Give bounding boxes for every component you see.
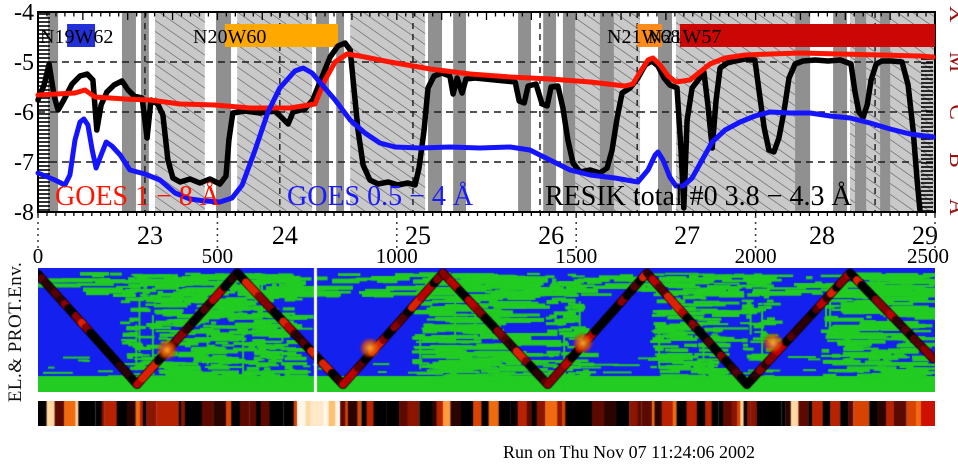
activity-colorbar — [38, 401, 935, 426]
flux-series — [35, 50, 936, 111]
day-tick-label: 26 — [538, 221, 564, 250]
y-tick-label: -4 — [14, 0, 34, 26]
day-tick-label: 27 — [674, 221, 700, 250]
electron-proton-env-spectrogram — [38, 268, 935, 392]
legend-label: GOES 1 − 8 Å — [55, 181, 221, 212]
legend-label: GOES 0.5 − 4 Å — [287, 181, 474, 212]
footer: Run on Thu Nov 07 11:24:06 2002 — [0, 442, 958, 463]
goes-class-label: M — [945, 52, 958, 72]
index-tick-label: 1000 — [376, 244, 418, 266]
y-tick-label: -8 — [14, 200, 34, 226]
flux-series — [35, 40, 923, 213]
goes-class-label: C — [945, 104, 958, 119]
day-tick-label: 24 — [272, 221, 298, 250]
observation-band-solid — [880, 12, 891, 212]
active-region-bar — [224, 24, 338, 47]
active-region-bar — [679, 24, 935, 47]
day-tick-label: 23 — [137, 221, 163, 250]
active-region-bar — [637, 24, 662, 47]
run-timestamp: Run on Thu Nov 07 11:24:06 2002 — [502, 442, 755, 462]
legend-label: RESIK total #0 3.8 − 4.3 Å — [545, 181, 852, 212]
active-region-label: N21W57 — [648, 26, 721, 48]
index-tick-label: 0 — [33, 244, 44, 266]
y-tick-label: -5 — [14, 50, 34, 76]
active-region-label: N21W68 — [607, 26, 680, 48]
day-tick-label: 29 — [912, 221, 938, 250]
flux-series — [35, 65, 936, 205]
electron-proton-env-panel — [38, 268, 935, 392]
goes-class-label: B — [945, 152, 958, 167]
index-tick-label: 2500 — [907, 244, 949, 266]
y-tick-label: -6 — [14, 100, 34, 126]
day-tick-label: 25 — [405, 221, 431, 250]
active-region-label: N20W60 — [193, 26, 266, 48]
goes-class-label: A — [945, 199, 958, 216]
active-region-label: N19W62 — [40, 26, 113, 48]
index-tick-label: 1500 — [555, 244, 597, 266]
index-tick-label: 2000 — [735, 244, 777, 266]
el-prot-env-axis-label: EL.& PROT.Env. — [5, 261, 26, 403]
active-region-bar — [67, 24, 96, 47]
y-tick-label: -7 — [14, 150, 34, 176]
day-tick-label: 28 — [809, 221, 835, 250]
index-tick-label: 500 — [202, 244, 234, 266]
goes-class-label: X — [945, 6, 958, 23]
